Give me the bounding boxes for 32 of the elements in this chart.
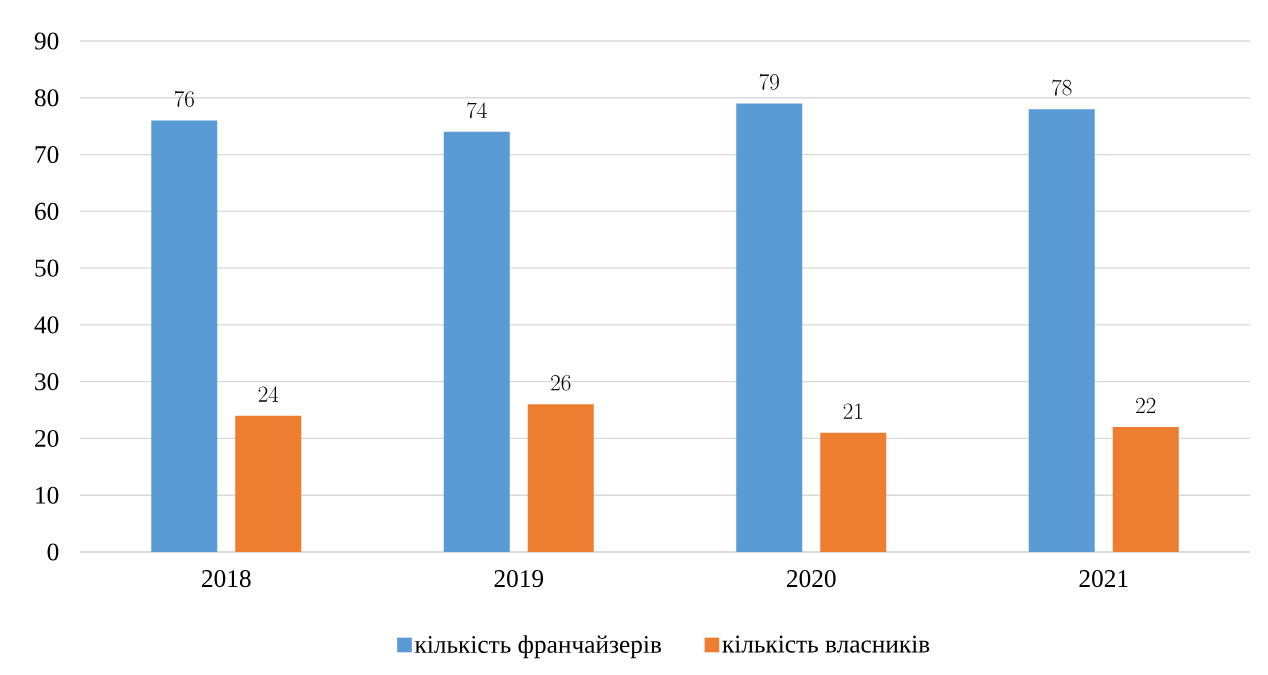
y-tick-label: 10: [36, 486, 59, 504]
y-tick-label: 40: [34, 316, 59, 334]
data-label: 79: [759, 73, 779, 90]
y-tick-label: 20: [35, 429, 59, 447]
bar: [443, 131, 510, 552]
y-tick-label: 70: [35, 146, 59, 164]
y-tick-label: 30: [35, 373, 59, 391]
data-label: 74: [467, 102, 487, 119]
y-tick-label: 60: [35, 202, 59, 220]
y-tick-label: 0: [47, 543, 59, 561]
bar: [151, 120, 218, 552]
bar: [527, 404, 594, 552]
bar: [820, 432, 887, 552]
bar: [1112, 427, 1179, 552]
x-tick-label: 2018: [202, 570, 251, 588]
bar: [736, 103, 803, 552]
legend-label: кількість власників: [722, 635, 930, 653]
x-tick-label: 2019: [494, 570, 544, 588]
x-tick-label: 2020: [787, 570, 836, 588]
data-label: 22: [1136, 397, 1156, 414]
y-tick-label: 50: [35, 259, 59, 277]
y-tick-label: 80: [34, 89, 59, 107]
y-tick-label: 90: [34, 32, 59, 50]
data-label: 24: [258, 386, 279, 402]
data-label: 26: [551, 375, 571, 391]
bar: [235, 415, 302, 552]
data-label: 78: [1052, 79, 1072, 96]
legend-label: кількість франчайзерів: [414, 635, 662, 659]
bar: [1028, 109, 1095, 552]
x-tick-label: 2021: [1079, 570, 1128, 588]
data-label: 76: [174, 90, 194, 107]
data-label: 21: [843, 403, 863, 419]
